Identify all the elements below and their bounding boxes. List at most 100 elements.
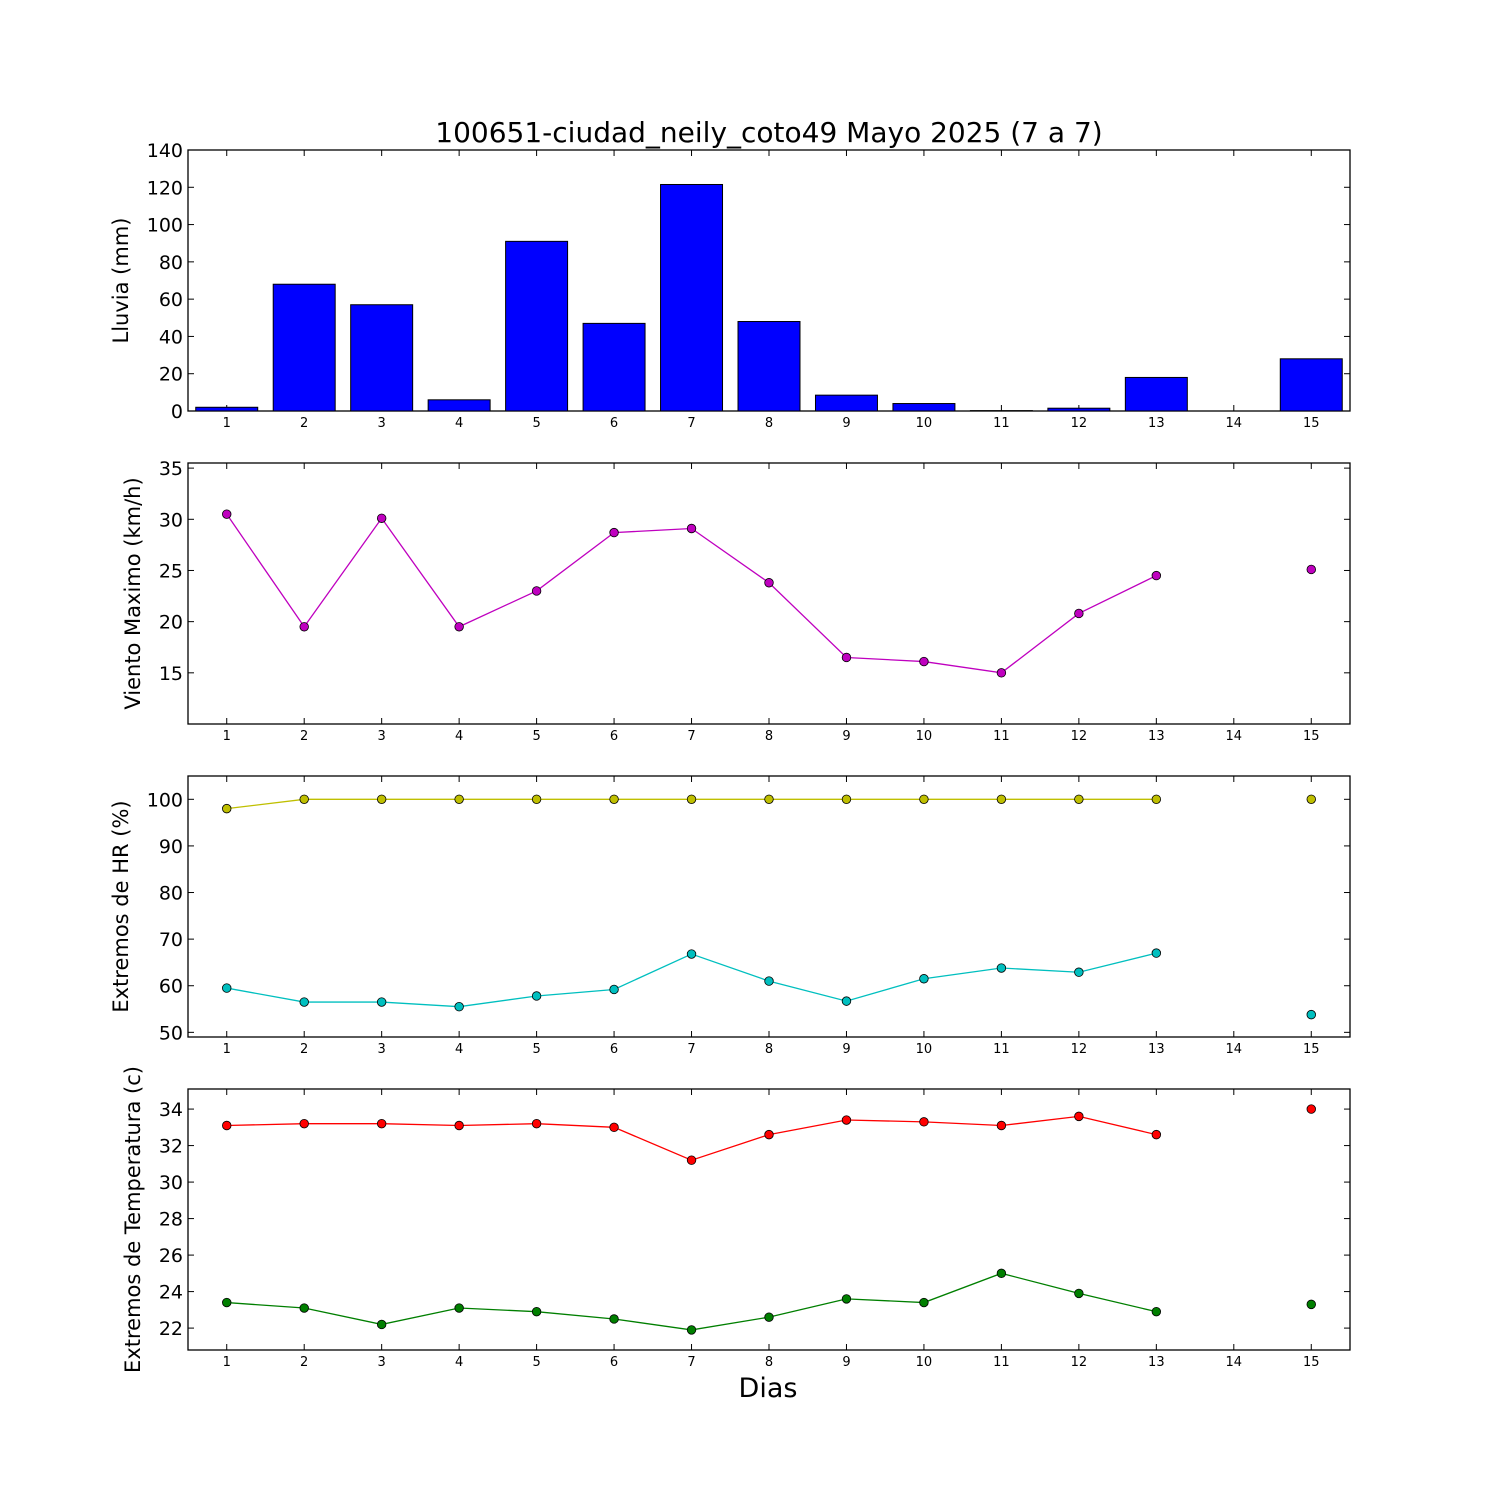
data-point (841, 1115, 852, 1125)
data-point (996, 1268, 1007, 1279)
data-point (1306, 1009, 1316, 1020)
x-tick-label: 13 (1148, 1355, 1165, 1370)
data-point (1074, 967, 1084, 977)
series-line (226, 952, 1157, 1008)
data-point (454, 1120, 464, 1131)
data-point (454, 622, 464, 632)
bar (892, 403, 956, 412)
data-point (841, 794, 852, 805)
x-tick-label: 7 (687, 729, 695, 744)
bar (350, 304, 414, 412)
x-tick-label: 13 (1148, 1042, 1165, 1057)
data-point (919, 656, 929, 667)
data-point (764, 976, 774, 986)
data-point (531, 1306, 542, 1317)
bar (737, 321, 801, 412)
bar (195, 406, 259, 412)
x-tick-label: 7 (687, 1355, 695, 1370)
x-tick-label: 11 (993, 729, 1010, 744)
bar (814, 394, 878, 412)
data-point (764, 1129, 774, 1140)
data-point (454, 794, 464, 805)
x-tick-label: 14 (1226, 729, 1243, 744)
x-tick-label: 9 (842, 729, 850, 744)
x-tick-label: 12 (1071, 416, 1088, 431)
x-tick-label: 6 (610, 729, 618, 744)
data-point (686, 794, 697, 805)
y-tick-label: 40 (159, 326, 183, 348)
x-tick-label: 6 (610, 1042, 618, 1057)
data-point (222, 509, 232, 519)
data-point (376, 513, 387, 523)
data-point (376, 1319, 387, 1330)
bar (505, 240, 569, 412)
y-tick-label: 20 (159, 364, 183, 386)
y-tick-label: 20 (159, 612, 183, 634)
x-tick-label: 9 (842, 1355, 850, 1370)
data-point (222, 983, 232, 993)
y-tick-label: 26 (159, 1245, 183, 1267)
data-point (609, 1122, 619, 1133)
x-tick-label: 3 (378, 729, 386, 744)
y-tick-label: 15 (159, 663, 183, 685)
data-point (222, 803, 232, 814)
data-point (1306, 564, 1316, 575)
x-tick-label: 3 (378, 1042, 386, 1057)
data-point (376, 997, 387, 1007)
x-tick-label: 4 (455, 1355, 463, 1370)
bar (427, 399, 491, 412)
data-point (996, 668, 1007, 678)
x-tick-label: 8 (765, 729, 773, 744)
data-point (1306, 1104, 1316, 1114)
data-point (919, 1297, 929, 1308)
x-tick-label: 5 (532, 1355, 540, 1370)
y-tick-label: 100 (147, 215, 183, 237)
data-point (1074, 1288, 1084, 1299)
x-tick-label: 4 (455, 729, 463, 744)
y-tick-label: 80 (159, 883, 183, 905)
data-point (299, 1118, 309, 1129)
y-tick-label: 24 (159, 1282, 183, 1304)
x-tick-label: 13 (1148, 729, 1165, 744)
y-tick-label: 28 (159, 1209, 183, 1231)
y-axis-label: Lluvia (mm) (109, 218, 133, 344)
data-point (996, 1120, 1007, 1131)
x-tick-label: 7 (687, 1042, 695, 1057)
y-tick-label: 140 (147, 140, 183, 162)
data-point (686, 1155, 697, 1165)
data-point (841, 996, 852, 1006)
data-point (764, 1312, 774, 1322)
data-point (1306, 794, 1316, 805)
x-tick-label: 5 (532, 416, 540, 431)
x-tick-label: 10 (916, 1355, 933, 1370)
y-axis-label: Viento Maximo (km/h) (121, 477, 145, 709)
x-tick-label: 1 (223, 1042, 231, 1057)
x-tick-label: 12 (1071, 1355, 1088, 1370)
x-tick-label: 4 (455, 1042, 463, 1057)
y-tick-label: 30 (159, 509, 183, 531)
x-tick-label: 12 (1071, 1042, 1088, 1057)
data-point (609, 1314, 619, 1324)
y-tick-label: 30 (159, 1172, 183, 1194)
x-tick-label: 1 (223, 416, 231, 431)
y-tick-label: 70 (159, 929, 183, 951)
data-point (1074, 608, 1084, 619)
y-tick-label: 34 (159, 1099, 183, 1121)
data-point (1151, 1306, 1162, 1317)
x-tick-label: 8 (765, 416, 773, 431)
y-tick-label: 60 (159, 289, 183, 311)
data-point (609, 527, 619, 538)
data-point (609, 794, 619, 805)
plot-frame (187, 775, 1351, 1038)
x-tick-label: 12 (1071, 729, 1088, 744)
y-tick-label: 22 (159, 1318, 183, 1340)
x-tick-label: 15 (1303, 1355, 1320, 1370)
y-tick-label: 0 (171, 401, 183, 423)
bar (1279, 358, 1343, 412)
y-tick-label: 50 (159, 1022, 183, 1044)
plot-frame (187, 462, 1351, 725)
data-point (764, 794, 774, 805)
data-point (531, 991, 542, 1001)
data-point (686, 949, 697, 959)
